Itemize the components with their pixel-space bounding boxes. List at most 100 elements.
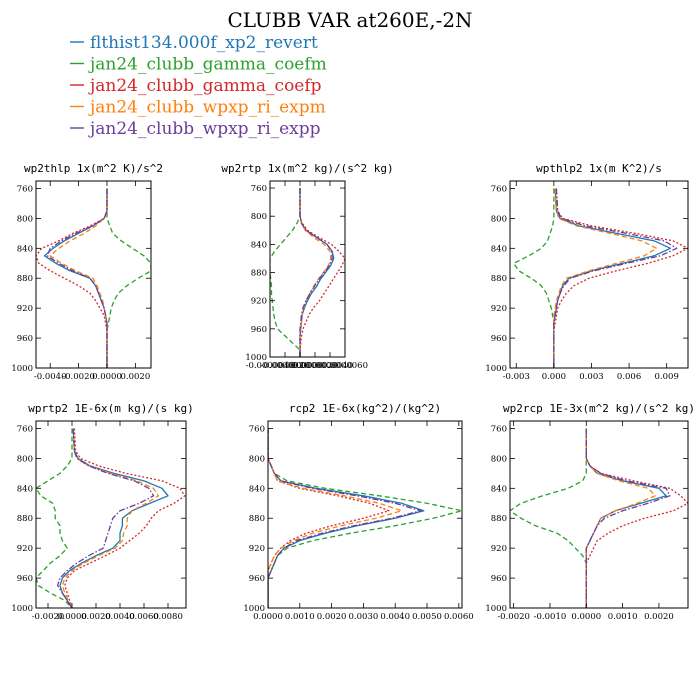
legend-entry: jan24_clubb_gamma_coefm: [88, 55, 327, 75]
y-tick-label: 760: [491, 424, 507, 434]
x-tick-label: 0.0000020: [292, 361, 338, 371]
x-tick-label: 0.0000: [57, 612, 87, 622]
x-tick-label: -0.0040: [34, 372, 67, 382]
y-tick-label: 800: [491, 214, 507, 224]
x-tick-label: -0.0010: [534, 612, 567, 622]
plot-frame: [35, 420, 187, 609]
y-tick-label: 800: [17, 214, 33, 224]
figure-title: CLUBB VAR at260E,-2N: [227, 8, 472, 32]
chart-panel: wp2thlp 1x(m^2 K)/s^2 -0.0040-0.00200.000…: [11, 162, 163, 382]
series-line: [299, 188, 333, 357]
y-tick-label: 760: [17, 184, 33, 194]
x-tick-label: 0.0020: [644, 612, 674, 622]
y-tick-label: 760: [249, 424, 265, 434]
series-line: [36, 428, 73, 608]
y-tick-label: 920: [251, 297, 267, 307]
y-tick-label: 920: [491, 304, 507, 314]
series-line: [553, 188, 688, 368]
x-tick-label: 0.0000: [253, 612, 283, 622]
series-line: [268, 428, 462, 608]
y-tick-label: 920: [17, 544, 33, 554]
chart-panel: wp2rtp 1x(m^2 kg)/(s^2 kg) -0.0000040-0.0…: [221, 162, 393, 371]
chart-panel: wp2rcp 1E-3x(m^2 kg)/(s^2 kg) -0.0020 -0.0…: [485, 402, 695, 622]
series-line: [46, 188, 108, 368]
x-tick-label: 0.003: [579, 372, 603, 382]
y-tick-label: 840: [17, 484, 33, 494]
y-tick-label: 960: [491, 334, 507, 344]
y-tick-label: 960: [251, 325, 267, 335]
y-tick-label: 760: [491, 184, 507, 194]
y-tick-label: 760: [17, 424, 33, 434]
x-tick-label: 0.0010: [608, 612, 638, 622]
y-tick-label: 880: [17, 514, 33, 524]
y-tick-label: 960: [17, 574, 33, 584]
series-line: [268, 428, 422, 608]
x-tick-label: -0.0020: [62, 372, 95, 382]
y-tick-label: 960: [491, 574, 507, 584]
y-tick-label: 920: [491, 544, 507, 554]
y-tick-label: 760: [251, 184, 267, 194]
series-line: [49, 188, 108, 368]
series-line: [553, 188, 658, 368]
series-line: [270, 188, 301, 357]
plot-frame: [509, 180, 689, 369]
y-tick-label: 880: [17, 274, 33, 284]
x-tick-label: 0.0000: [92, 372, 122, 382]
panel-title: wpthlp2 1x(m K^2)/s: [536, 162, 662, 175]
x-tick-label: 0.0000: [571, 612, 601, 622]
y-tick-label: 960: [249, 574, 265, 584]
series-line: [64, 428, 186, 608]
x-tick-label: 0.006: [617, 372, 641, 382]
x-tick-label: 0.0060: [444, 612, 474, 622]
x-tick-label: 0.000: [542, 372, 566, 382]
series-line: [56, 428, 155, 608]
y-tick-label: 960: [17, 334, 33, 344]
x-tick-label: 0.0000040: [307, 361, 353, 371]
legend: flthist134.000f_xp2_revertjan24_clubb_ga…: [70, 33, 327, 139]
y-tick-label: 880: [491, 274, 507, 284]
y-tick-label: 840: [491, 484, 507, 494]
y-tick-label: 920: [17, 304, 33, 314]
y-tick-label: 1000: [245, 353, 267, 363]
y-tick-label: 800: [491, 454, 507, 464]
y-tick-label: 880: [249, 514, 265, 524]
series-line: [106, 188, 151, 368]
x-tick-label: 0.0060: [129, 612, 159, 622]
panel-title: wprtp2 1E-6x(m kg)/(s kg): [28, 402, 194, 415]
y-tick-label: 800: [17, 454, 33, 464]
y-tick-label: 800: [249, 454, 265, 464]
y-tick-label: 800: [251, 212, 267, 222]
panel-title: wp2rcp 1E-3x(m^2 kg)/(s^2 kg): [503, 402, 695, 415]
series-line: [268, 428, 390, 608]
x-tick-label: -0.0020: [32, 612, 65, 622]
series-line: [268, 428, 403, 608]
series-line: [585, 428, 671, 608]
y-tick-label: 920: [249, 544, 265, 554]
x-tick-label: 0.0020: [81, 612, 111, 622]
x-tick-label: 0.0000000: [277, 361, 323, 371]
plot-frame: [35, 180, 152, 369]
series-line: [59, 428, 169, 608]
x-tick-label: 0.0030: [349, 612, 379, 622]
series-line: [585, 428, 667, 608]
panel-title: wp2rtp 1x(m^2 kg)/(s^2 kg): [221, 162, 393, 175]
legend-entry: jan24_clubb_wpxp_ri_expm: [88, 98, 326, 118]
series-line: [553, 188, 672, 368]
y-tick-label: 840: [17, 244, 33, 254]
x-tick-label: 0.0040: [105, 612, 135, 622]
x-tick-label: 0.0020: [121, 372, 151, 382]
legend-entry: flthist134.000f_xp2_revert: [90, 33, 318, 53]
x-tick-label: -0.003: [503, 372, 530, 382]
legend-entry: jan24_clubb_gamma_coefp: [88, 76, 322, 96]
series-line: [585, 428, 656, 608]
x-tick-label: 0.0000060: [322, 361, 368, 371]
y-tick-label: 1000: [485, 604, 507, 614]
y-tick-label: 840: [251, 240, 267, 250]
y-tick-label: 840: [249, 484, 265, 494]
series-line: [299, 188, 345, 357]
x-tick-label: 0.0020: [317, 612, 347, 622]
chart-panel: wpthlp2 1x(m K^2)/s -0.003 0.000 0.003 0.006…: [485, 162, 689, 382]
panel-title: wp2thlp 1x(m^2 K)/s^2: [24, 162, 163, 175]
x-tick-label: 0.0050: [412, 612, 442, 622]
panel-title: rcp2 1E-6x(kg^2)/(kg^2): [289, 402, 441, 415]
